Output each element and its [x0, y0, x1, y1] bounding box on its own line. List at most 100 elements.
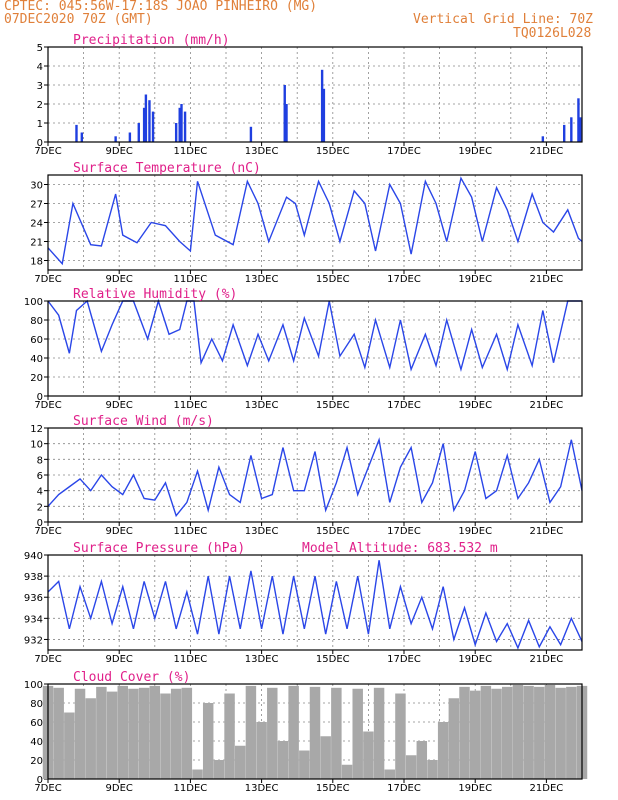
cloud-xtick-label: 15DEC	[316, 783, 350, 794]
rh-xtick-label: 19DEC	[458, 400, 492, 411]
precip-bar	[148, 100, 151, 142]
cloud-bar	[106, 691, 118, 779]
rh-ytick-label: 0	[37, 392, 43, 403]
cloud-ytick-label: 40	[30, 737, 43, 748]
wind-ytick-label: 0	[37, 518, 43, 529]
temp-title: Surface Temperature (nC)	[73, 161, 261, 176]
temp-frame	[47, 174, 583, 271]
rh-ytick-label: 40	[30, 354, 43, 365]
pressure-ytick-label: 938	[24, 572, 43, 583]
pressure-xtick-label: 7DEC	[34, 654, 61, 665]
cloud-bar	[192, 769, 203, 779]
model-altitude: Model Altitude: 683.532 m	[302, 541, 498, 556]
precip-ytick-label: 1	[37, 119, 43, 130]
pressure-xtick-label: 17DEC	[387, 654, 421, 665]
temp-ytick-label: 30	[30, 181, 43, 192]
cloud-bar	[352, 688, 363, 779]
cloud-bar	[544, 684, 556, 779]
cloud-bar	[459, 686, 470, 779]
precip-xtick-label: 15DEC	[316, 146, 350, 157]
pressure-frame	[47, 554, 583, 651]
cloud-bar	[128, 688, 139, 779]
wind-frame	[47, 427, 583, 523]
cloud-bar	[170, 688, 182, 779]
precip-xtick-label: 19DEC	[458, 146, 492, 157]
cloud-xtick-label: 21DEC	[530, 783, 564, 794]
cloud-ytick-label: 60	[30, 718, 43, 729]
pressure-xtick-label: 9DEC	[106, 654, 133, 665]
cloud-bar	[224, 693, 235, 779]
rh-xtick-label: 7DEC	[34, 400, 61, 411]
wind-ytick-label: 8	[37, 455, 43, 466]
precip-bar	[283, 85, 286, 142]
cloud-bar	[331, 687, 342, 779]
cloud-bar	[213, 760, 225, 779]
precip-ytick-label: 3	[37, 81, 43, 92]
wind-ytick-label: 2	[37, 502, 43, 513]
temp-xtick-label: 21DEC	[530, 274, 564, 285]
precip-bar	[178, 107, 181, 142]
cloud-bar	[202, 703, 214, 779]
precip-ytick-label: 2	[37, 100, 43, 111]
station-title: CPTEC: 045:56W-17:18S JOAO PINHEIRO (MG)	[4, 0, 318, 14]
temp-xtick-label: 15DEC	[316, 274, 350, 285]
precip-bar	[144, 94, 148, 142]
precip-xtick-label: 7DEC	[34, 146, 61, 157]
pressure-ytick-label: 940	[24, 551, 43, 562]
run-date: 07DEC2020 70Z (GMT)	[4, 12, 153, 27]
cloud-ytick-label: 0	[37, 775, 43, 786]
cloud-bar	[395, 693, 406, 779]
precip-bar	[128, 132, 132, 142]
precip-bar	[249, 126, 253, 142]
pressure-xtick-label: 11DEC	[174, 654, 208, 665]
rh-title: Relative Humidity (%)	[73, 287, 237, 302]
precip-bar	[114, 136, 117, 142]
cloud-ytick-label: 20	[30, 756, 43, 767]
cloud-bar	[299, 750, 310, 779]
temp-xtick-label: 9DEC	[106, 274, 133, 285]
pressure-ytick-label: 934	[24, 614, 43, 625]
cloud-bar	[117, 685, 128, 779]
precip-ytick-label: 4	[37, 62, 43, 73]
wind-xtick-label: 13DEC	[245, 526, 279, 537]
cloud-bar	[74, 688, 86, 779]
cloud-bar	[384, 769, 395, 779]
rh-ytick-label: 80	[30, 316, 43, 327]
precip-bar	[322, 88, 326, 142]
precip-bar	[151, 111, 155, 142]
cloud-bar	[85, 698, 96, 779]
precip-ytick-label: 0	[37, 138, 43, 149]
cloud-ytick-label: 80	[30, 699, 43, 710]
cloud-bar	[534, 686, 545, 779]
cloud-bar	[491, 688, 502, 779]
rh-xtick-label: 15DEC	[316, 400, 350, 411]
precip-bar	[570, 117, 573, 142]
wind-xtick-label: 7DEC	[34, 526, 61, 537]
precip-bar	[577, 98, 580, 142]
precip-title: Precipitation (mm/h)	[73, 33, 230, 48]
cloud-bar	[405, 755, 417, 779]
cloud-xtick-label: 11DEC	[174, 783, 208, 794]
rh-xtick-label: 13DEC	[245, 400, 279, 411]
precip-bar	[563, 124, 566, 142]
precip-bar	[142, 107, 146, 142]
precip-xtick-label: 17DEC	[387, 146, 421, 157]
cloud-ytick-label: 100	[24, 680, 43, 691]
wind-ytick-label: 10	[30, 440, 43, 451]
temp-ytick-label: 24	[30, 219, 43, 230]
temp-xtick-label: 7DEC	[34, 274, 61, 285]
wind-xtick-label: 9DEC	[106, 526, 133, 537]
temp-ytick-label: 21	[30, 238, 43, 249]
cloud-bar	[448, 698, 460, 779]
rh-ytick-label: 60	[30, 335, 43, 346]
wind-series-line	[47, 437, 583, 518]
rh-xtick-label: 21DEC	[530, 400, 564, 411]
precip-bar	[75, 124, 78, 142]
rh-xtick-label: 9DEC	[106, 400, 133, 411]
cloud-bar	[416, 741, 428, 779]
cloud-bar	[235, 745, 246, 779]
pressure-xtick-label: 15DEC	[316, 654, 350, 665]
wind-xtick-label: 11DEC	[174, 526, 208, 537]
grid-note: Vertical Grid Line: 70Z	[413, 12, 594, 27]
cloud-bar	[502, 686, 513, 779]
